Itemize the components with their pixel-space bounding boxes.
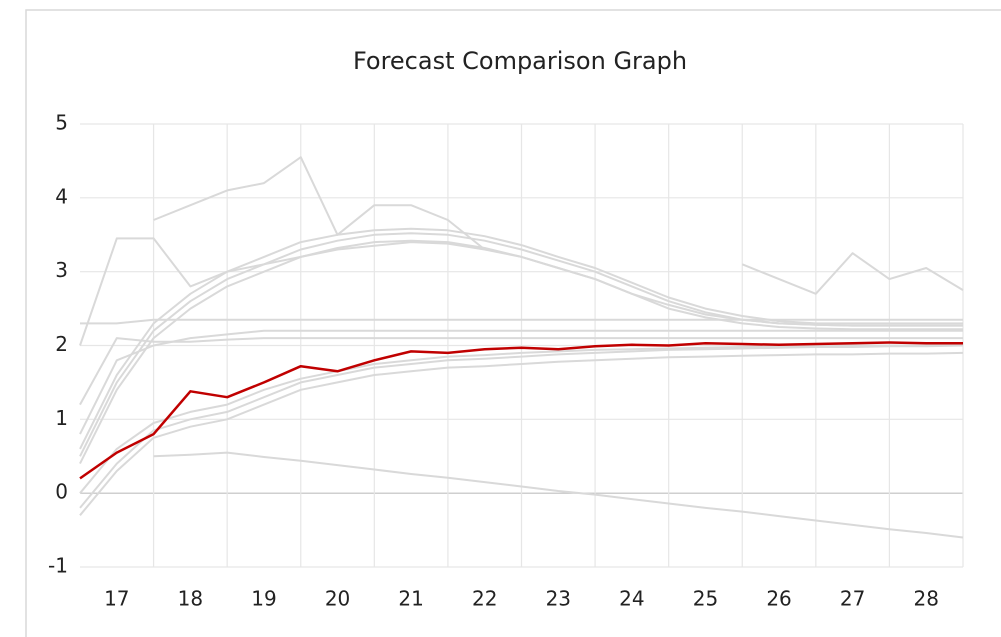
x-tick-label: 23 (546, 587, 571, 611)
x-tick-label: 28 (913, 587, 938, 611)
series-line (79, 237, 963, 346)
series-line (79, 344, 963, 494)
series-line (153, 156, 486, 251)
x-tick-label: 21 (398, 587, 423, 611)
y-tick-label: 5 (55, 111, 68, 135)
series-line (79, 329, 963, 435)
chart-title: Forecast Comparison Graph (353, 47, 687, 75)
series-line (79, 351, 964, 516)
x-tick-label: 27 (840, 587, 865, 611)
x-tick-label: 20 (325, 587, 350, 611)
x-tick-label: 17 (104, 587, 129, 611)
x-tick-label: 19 (251, 587, 276, 611)
y-tick-label: 4 (55, 184, 68, 208)
series-line (80, 318, 963, 325)
series-line (153, 451, 964, 539)
series-line (79, 341, 963, 480)
x-tick-label: 18 (178, 587, 203, 611)
series-line (741, 252, 964, 295)
x-tick-label: 24 (619, 587, 644, 611)
y-tick-label: 3 (55, 258, 68, 282)
y-tick-label: 0 (55, 480, 68, 504)
series-line (79, 337, 963, 406)
y-tick-label: 1 (55, 406, 68, 430)
y-tick-label: -1 (48, 554, 68, 578)
x-tick-label: 22 (472, 587, 497, 611)
x-tick-label: 25 (693, 587, 718, 611)
y-tick-label: 2 (55, 332, 68, 356)
x-tick-label: 26 (766, 587, 791, 611)
series-line (79, 344, 964, 509)
